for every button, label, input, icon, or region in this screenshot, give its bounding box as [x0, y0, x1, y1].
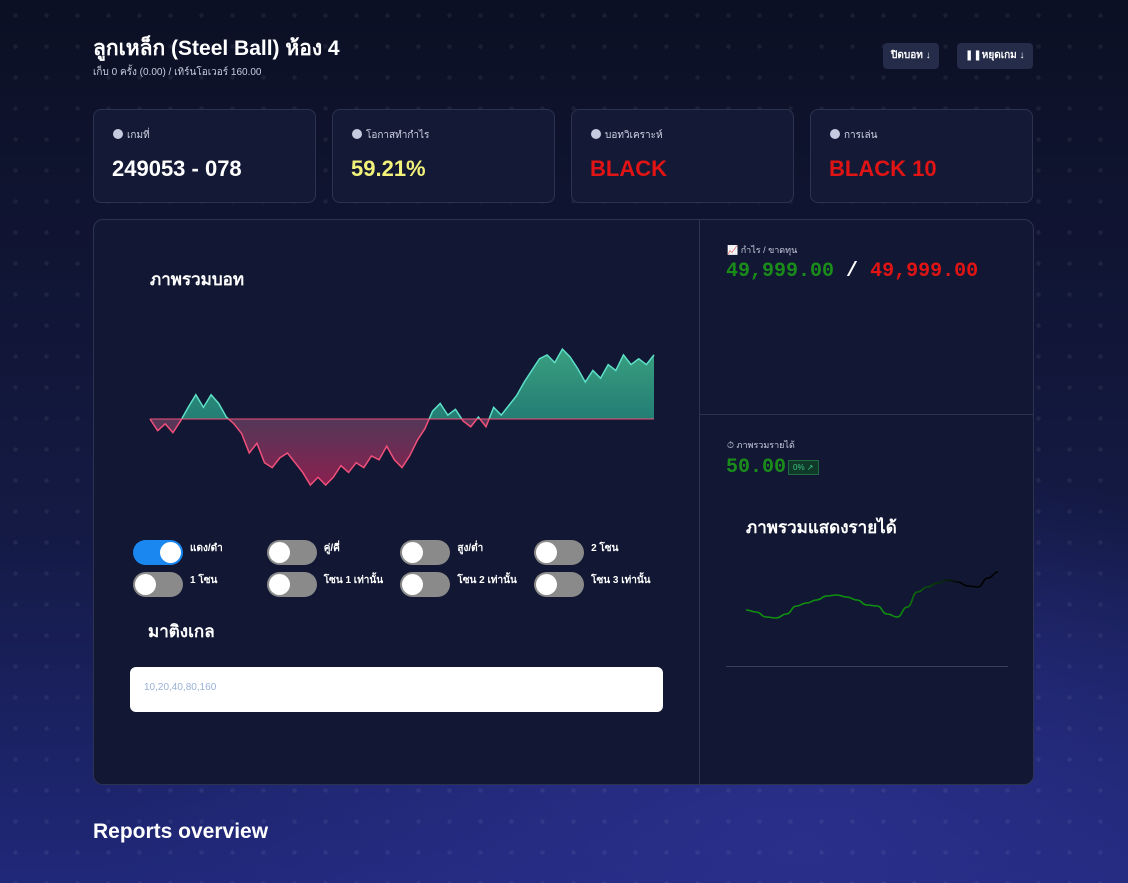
card-value: BLACK 10 — [829, 156, 937, 181]
stop-game-button[interactable]: ❚❚หยุดเกม ↓ — [957, 43, 1033, 69]
line-up — [150, 347, 655, 419]
income-chart-title: ภาพรวมแสดงรายได้ — [746, 518, 897, 537]
toggle[interactable] — [266, 572, 317, 597]
badge-text: 0% — [793, 463, 805, 472]
toggle-label: สูง/ต่ำ — [457, 543, 484, 554]
card-label: การเล่น — [830, 128, 877, 143]
page-title: ลูกเหล็ก (Steel Ball) ห้อง 4 — [93, 37, 340, 60]
stat-card: โอกาสทำกำไร 59.21% — [332, 109, 555, 203]
toggle-label: โซน 1 เท่านั้น — [323, 575, 384, 586]
panel-title: ภาพรวมบอท — [150, 270, 245, 289]
stat-card: เกมที่ 249053 - 078 — [93, 109, 316, 203]
button-label: ปิดบอท — [891, 50, 923, 61]
martingale-title: มาติงเกล — [148, 622, 215, 641]
card-label: โอกาสทำกำไร — [352, 128, 429, 143]
profit-label: 📈 กำไร / ขาดทุน — [727, 245, 798, 255]
card-value: BLACK — [590, 156, 667, 181]
card-label: เกมที่ — [113, 128, 150, 143]
stop-bot-button[interactable]: ปิดบอท ↓ — [883, 43, 939, 69]
stat-card: บอทวิเคราะห์ BLACK — [571, 109, 794, 203]
line-down — [149, 419, 490, 487]
area-down — [150, 419, 654, 486]
profit: 49,999.00 — [726, 260, 835, 283]
card-value: 59.21% — [351, 156, 426, 181]
martingale-input[interactable]: 10,20,40,80,160 — [130, 667, 663, 712]
toggle-label: โซน 3 เท่านั้น — [591, 575, 651, 586]
chart-baseline — [726, 666, 1008, 667]
divider — [700, 414, 1033, 415]
placeholder: 10,20,40,80,160 — [144, 682, 217, 693]
stat-card: การเล่น BLACK 10 — [810, 109, 1033, 203]
income-line — [745, 571, 999, 619]
reports-title: Reports overview — [93, 820, 269, 843]
toggle[interactable] — [266, 540, 317, 565]
toggle-label: โซน 2 เท่านั้น — [457, 575, 517, 586]
divider — [699, 220, 700, 784]
label: กำไร / ขาดทุน — [740, 245, 798, 255]
card-label: บอทวิเคราะห์ — [591, 128, 663, 143]
toggle[interactable] — [534, 572, 585, 597]
separator: / — [846, 260, 859, 283]
toggle[interactable] — [534, 540, 585, 565]
income-value: 50.00 — [726, 456, 787, 479]
toggle[interactable] — [400, 572, 451, 597]
toggle[interactable] — [133, 572, 183, 597]
subtitle: เก็บ 0 ครั้ง (0.00) / เทิร์นโอเวอร์ 160.… — [93, 67, 262, 78]
income-badge: 0% ↗ — [788, 460, 819, 475]
button-label: หยุดเกม — [981, 50, 1017, 61]
toggle-label: แดง/ดำ — [190, 543, 223, 554]
toggle-label: 1 โซน — [190, 575, 218, 586]
toggle-label: คู่/คี่ — [323, 543, 340, 554]
card-value: 249053 - 078 — [112, 156, 242, 181]
toggle[interactable] — [133, 540, 183, 565]
loss: 49,999.00 — [870, 260, 979, 283]
area-up — [150, 349, 654, 419]
label: ภาพรวมรายได้ — [736, 440, 795, 450]
income-label: ⏱ ภาพรวมรายได้ — [727, 440, 795, 450]
toggle[interactable] — [400, 540, 451, 565]
profit-values: 49,999.00 / 49,999.00 — [726, 260, 978, 283]
toggle-label: 2 โซน — [591, 543, 619, 554]
main-panel: ภาพรวมบอท มาติงเกล 10,20,40,80,160 📈 กำไ… — [93, 219, 1034, 785]
